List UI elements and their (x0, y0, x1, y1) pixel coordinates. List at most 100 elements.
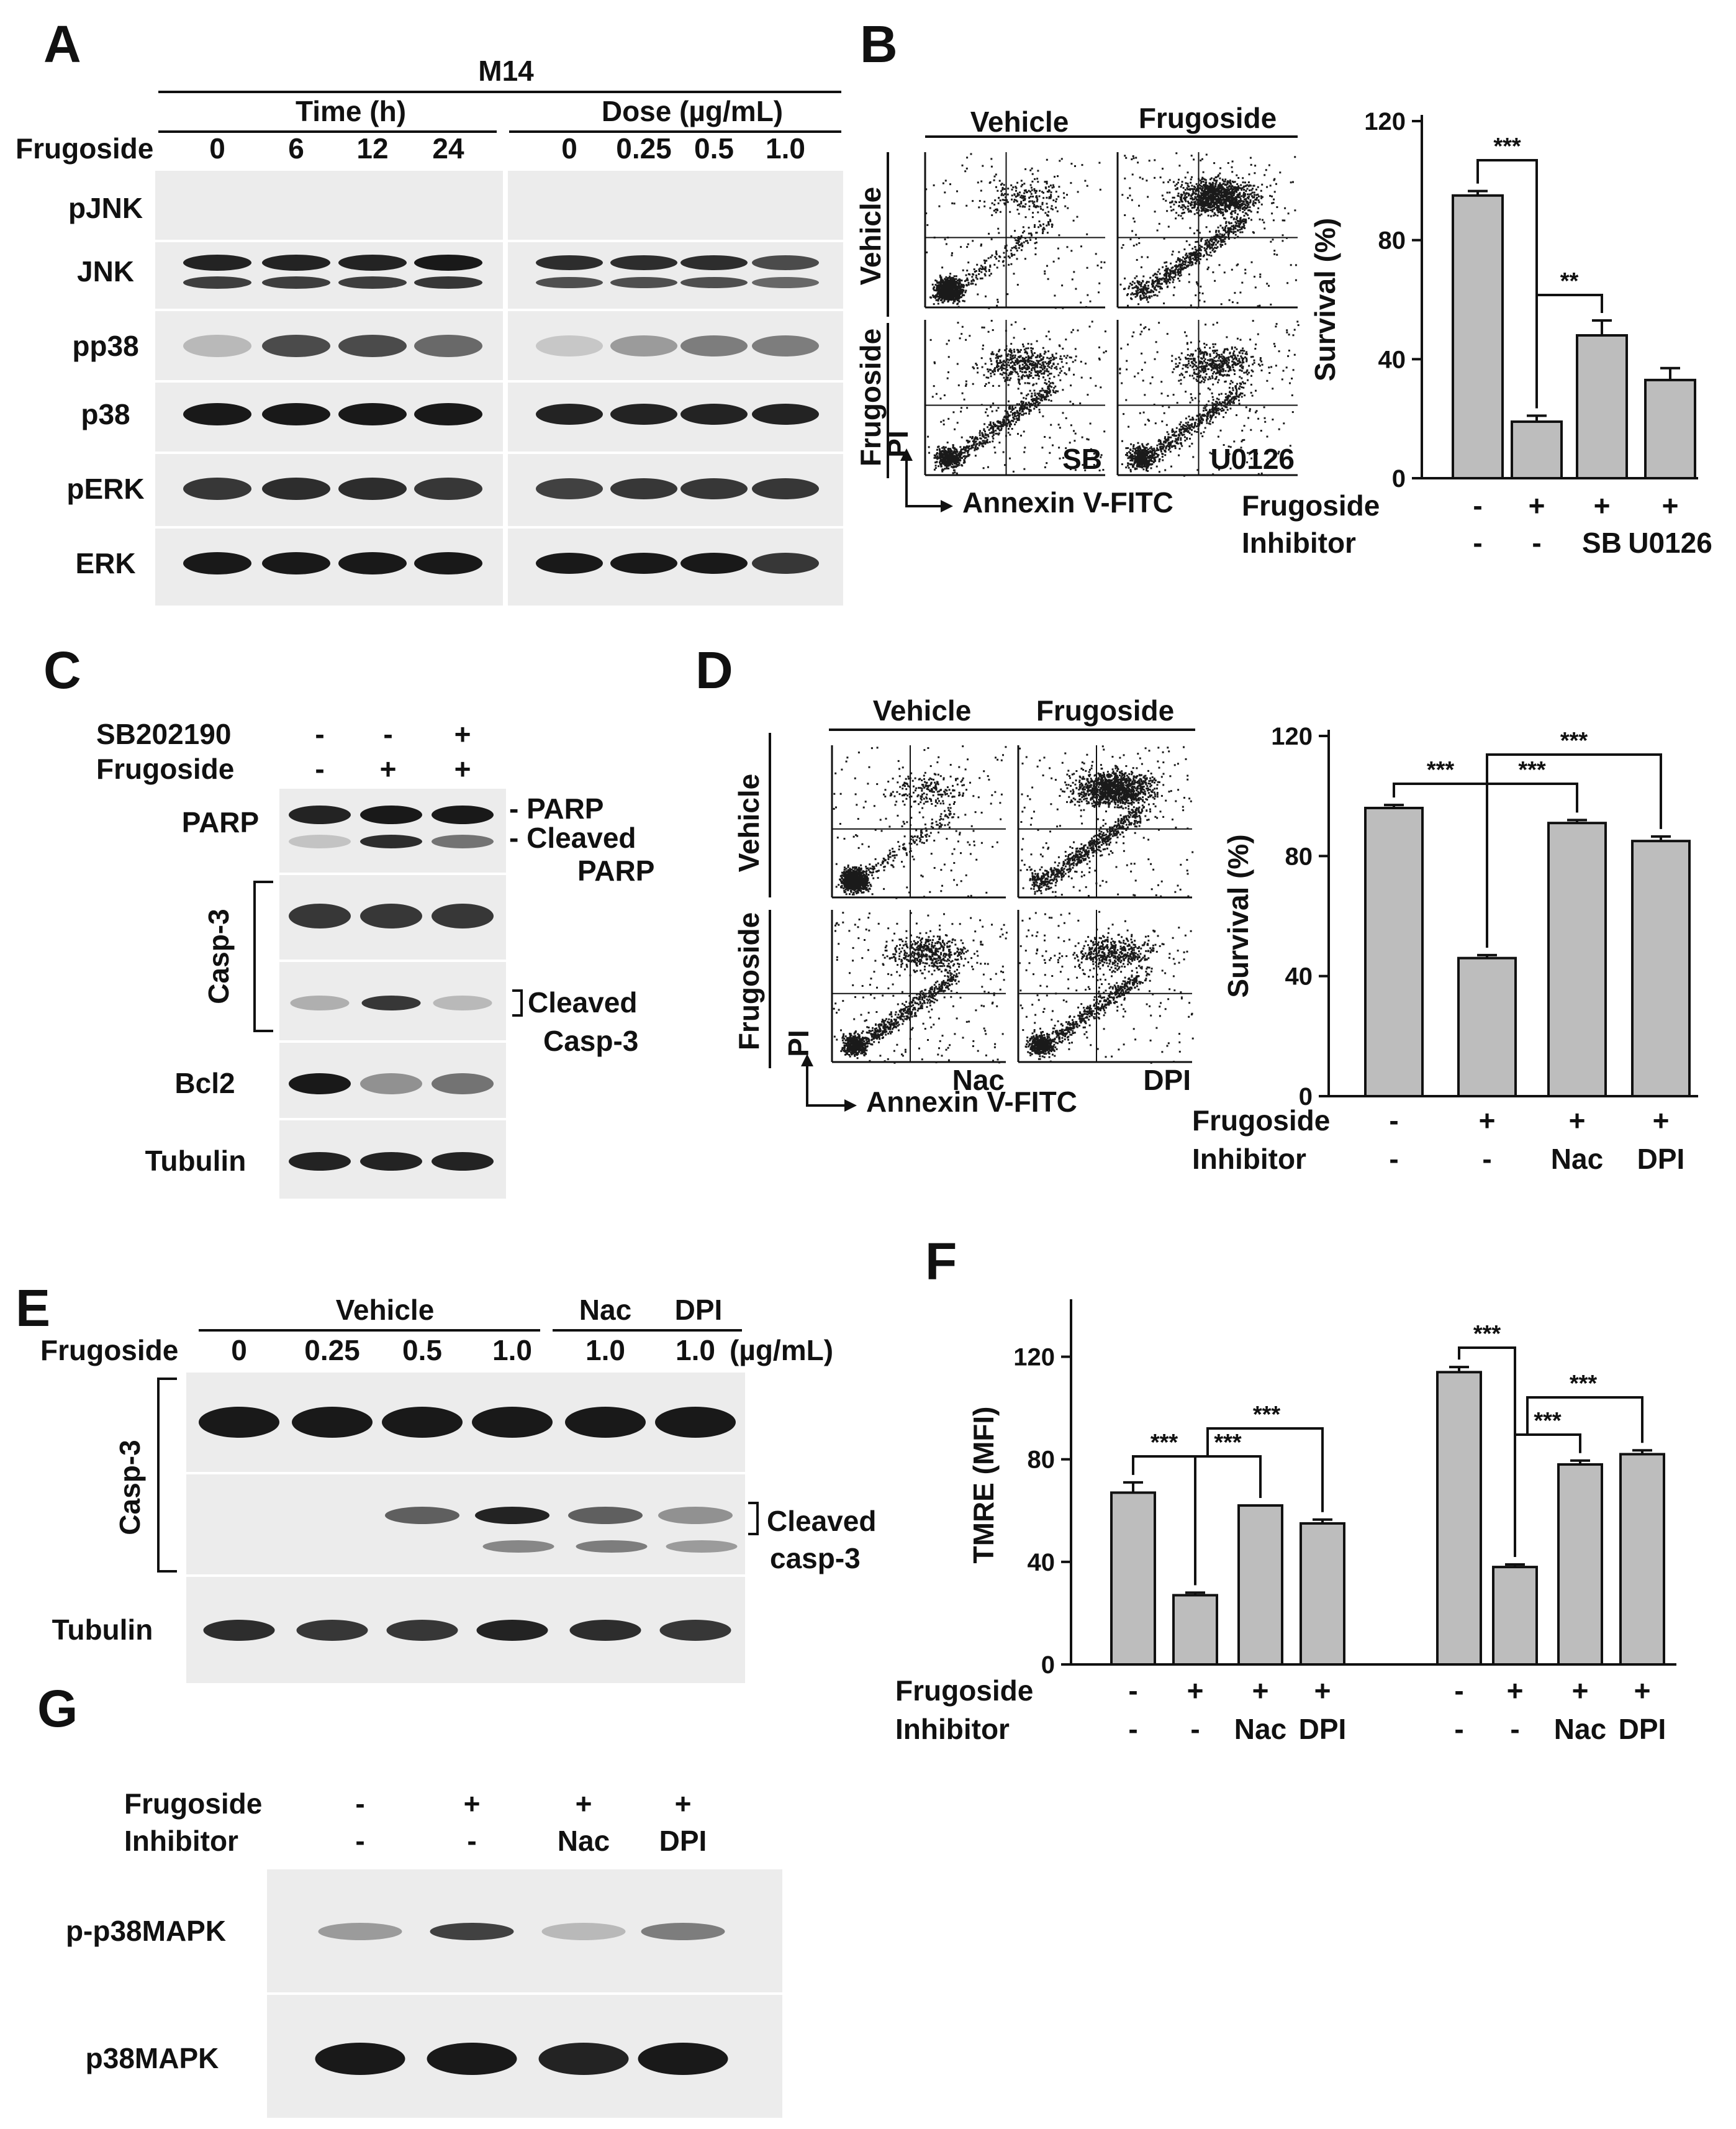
c-blot-divider (279, 960, 506, 962)
a-band (680, 404, 748, 425)
e-band-tubulin (476, 1620, 548, 1641)
a-blot-divider (155, 309, 843, 311)
e-band-cleaved-1 (568, 1507, 643, 1524)
f-sig-6-stars: *** (1570, 1371, 1598, 1397)
a-band (414, 335, 482, 357)
a-blot-label-erk: ERK (75, 547, 135, 579)
a-band (680, 335, 748, 356)
f-chart-bar (1110, 1491, 1156, 1666)
b-row-value: SB (1582, 527, 1622, 559)
g-row-label: Inhibitor (124, 1825, 238, 1857)
f-row-value: + (1187, 1674, 1204, 1707)
e-lane: 1.0 (492, 1334, 532, 1366)
a-band (183, 335, 251, 357)
c-label-tubulin: Tubulin (145, 1145, 246, 1177)
b-row-frugoside: Frugoside (854, 329, 887, 466)
e-band-casp3 (565, 1407, 646, 1438)
a-band (610, 277, 677, 288)
g-band-p38mapk (638, 2043, 728, 2075)
e-band-cleaved-1 (658, 1507, 733, 1524)
d-axis-pi: PI (782, 1030, 815, 1056)
c-treatment-value: + (454, 718, 471, 750)
c-membrane (279, 789, 506, 1199)
f-sig-4-stars: *** (1473, 1321, 1501, 1347)
c-band-cleaved-parp (432, 835, 494, 848)
a-band (262, 403, 330, 425)
b-chart-bar (1452, 194, 1504, 479)
f-chart-bar (1492, 1566, 1538, 1666)
c-band-cleaved-parp (360, 835, 422, 848)
c-label-casp3: Casp-3 (202, 909, 235, 1004)
e-band-cleaved-2 (482, 1540, 554, 1553)
e-label-cleaved: Cleaved (767, 1505, 876, 1537)
c-band-parp (432, 806, 494, 824)
g-label-p-p38mapk: p-p38MAPK (66, 1915, 226, 1947)
panel-label-e: E (16, 1279, 50, 1337)
g-band-p-p38mapk (541, 1923, 626, 1940)
g-row-value: + (675, 1787, 692, 1820)
c-label-parp-right: - PARP (509, 792, 604, 825)
c-band-tubulin (289, 1152, 351, 1171)
a-time-header: Time (h) (296, 95, 406, 127)
d-col-vehicle: Vehicle (873, 694, 972, 727)
f-chart-bar (1237, 1504, 1283, 1666)
d-sig-3-stars: *** (1560, 728, 1588, 754)
d-chart-ytick-label: 40 (1285, 963, 1313, 991)
c-cleaved-bracket (512, 989, 523, 1017)
b-chart-ytick-label: 0 (1392, 465, 1406, 493)
g-row-value: DPI (659, 1825, 707, 1857)
panel-label-f: F (925, 1232, 957, 1291)
a-time-lane: 6 (288, 132, 304, 165)
f-chart-ytick-label: 0 (1041, 1651, 1055, 1679)
d-flow-fru-nac-bg (832, 910, 1006, 1062)
a-band (536, 553, 603, 574)
a-band (414, 276, 482, 289)
b-chart-ytick-label: 120 (1364, 108, 1406, 135)
f-chart-bar (1619, 1453, 1665, 1666)
c-blot-divider (279, 1118, 506, 1120)
panel-label-g: G (37, 1679, 78, 1738)
c-label-casp-cleaved-2: Casp-3 (543, 1025, 638, 1057)
d-chart-bar (1364, 807, 1424, 1097)
e-band-tubulin (569, 1620, 641, 1641)
d-row-value: - (1389, 1143, 1398, 1175)
a-band (752, 404, 819, 425)
a-band (680, 255, 748, 270)
a-band (610, 255, 677, 270)
d-flow-veh-fru-events (1019, 745, 1194, 898)
e-band-tubulin (203, 1620, 275, 1641)
f-row-value: - (1454, 1674, 1463, 1707)
g-row-value: Nac (558, 1825, 610, 1857)
b-col-frugoside: Frugoside (1139, 102, 1277, 134)
a-band (338, 478, 407, 500)
b-flow-veh-fru-events (1119, 152, 1297, 309)
e-band-tubulin (386, 1620, 458, 1641)
f-row-value: + (1507, 1674, 1524, 1707)
d-axis-annexin: Annexin V-FITC (866, 1086, 1077, 1118)
b-flow-fru-sb-events (927, 320, 1107, 474)
c-band-parp (360, 806, 422, 824)
f-chart-bar (1300, 1522, 1345, 1666)
c-blot-divider (279, 873, 506, 875)
d-chart-bar (1457, 956, 1517, 1097)
a-band (536, 277, 603, 288)
a-band (414, 255, 482, 271)
f-sig-3-stars: *** (1253, 1402, 1281, 1428)
d-sig-2-stars: *** (1518, 757, 1546, 783)
a-band (752, 277, 819, 288)
e-casp-bracket (157, 1378, 177, 1573)
b-row-label: Frugoside (1242, 489, 1380, 522)
a-band (536, 335, 603, 356)
g-row-value: + (576, 1787, 592, 1820)
a-band (183, 552, 251, 574)
f-chart-bar (1172, 1594, 1218, 1666)
b-chart-bar (1511, 420, 1563, 479)
b-label-u0126: U0126 (1210, 443, 1295, 475)
b-row-value: + (1662, 489, 1679, 522)
f-row-value: Nac (1554, 1713, 1606, 1745)
b-row-label: Inhibitor (1242, 527, 1356, 559)
d-label-nac: Nac (952, 1064, 1005, 1096)
b-row-value: - (1473, 489, 1482, 522)
c-label-bcl2: Bcl2 (174, 1067, 235, 1099)
b-row-vehicle: Vehicle (854, 187, 887, 286)
